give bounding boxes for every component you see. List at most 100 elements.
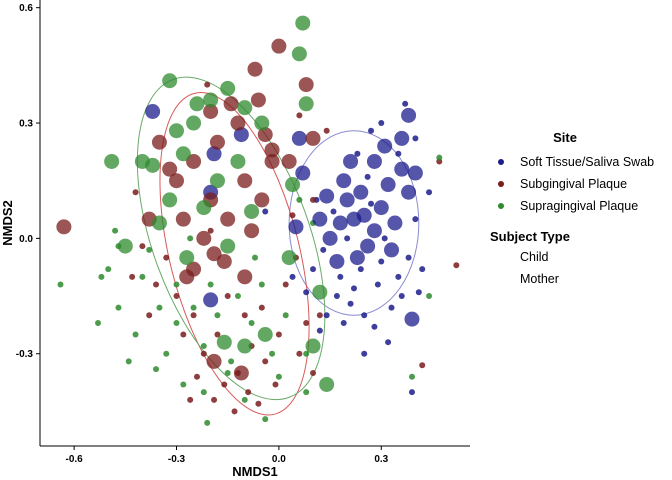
point-supragingival-plaque — [115, 304, 122, 311]
point-subgingival-plaque — [187, 396, 194, 403]
point-supragingival-plaque — [95, 319, 102, 326]
point-soft-tissue-saliva-swab — [310, 266, 317, 273]
point-subgingival-plaque — [316, 312, 323, 319]
point-subgingival-plaque — [275, 331, 282, 338]
point-supragingival-plaque — [252, 254, 258, 261]
point-subgingival-plaque — [305, 130, 321, 146]
point-soft-tissue-saliva-swab — [233, 127, 249, 143]
legend-item-child: Child — [520, 250, 549, 264]
y-tick-label: 0.0 — [19, 234, 33, 245]
point-supragingival-plaque — [104, 153, 120, 169]
point-soft-tissue-saliva-swab — [329, 253, 345, 269]
point-supragingival-plaque — [145, 157, 161, 173]
point-subgingival-plaque — [231, 408, 238, 415]
point-soft-tissue-saliva-swab — [368, 127, 375, 134]
point-soft-tissue-saliva-swab — [349, 250, 365, 266]
point-soft-tissue-saliva-swab — [366, 223, 382, 239]
point-soft-tissue-saliva-swab — [333, 293, 340, 300]
point-supragingival-plaque — [187, 235, 194, 242]
x-tick-label: -0.3 — [168, 454, 186, 465]
point-soft-tissue-saliva-swab — [343, 153, 359, 169]
point-supragingival-plaque — [291, 46, 307, 62]
point-subgingival-plaque — [173, 293, 180, 300]
legend-item-supragingival-plaque: Supragingival Plaque — [490, 195, 670, 217]
point-supragingival-plaque — [146, 246, 153, 253]
point-supragingival-plaque — [179, 250, 195, 266]
point-subgingival-plaque — [419, 362, 426, 369]
point-subgingival-plaque — [169, 173, 185, 189]
point-subgingival-plaque — [151, 134, 167, 150]
y-tick-label: 0.3 — [19, 119, 33, 130]
point-soft-tissue-saliva-swab — [364, 173, 371, 180]
point-supragingival-plaque — [173, 281, 180, 288]
data-points — [56, 15, 460, 426]
point-soft-tissue-saliva-swab — [291, 130, 307, 146]
point-supragingival-plaque — [204, 419, 211, 426]
point-soft-tissue-saliva-swab — [350, 285, 357, 292]
point-supragingival-plaque — [295, 15, 311, 31]
point-soft-tissue-saliva-swab — [395, 273, 402, 280]
point-soft-tissue-saliva-swab — [145, 104, 161, 119]
point-supragingival-plaque — [248, 319, 255, 326]
point-soft-tissue-saliva-swab — [336, 173, 352, 189]
point-soft-tissue-saliva-swab — [407, 165, 423, 181]
point-soft-tissue-saliva-swab — [377, 138, 393, 154]
point-soft-tissue-saliva-swab — [332, 215, 348, 231]
point-supragingival-plaque — [257, 327, 273, 342]
point-soft-tissue-saliva-swab — [353, 184, 369, 200]
point-soft-tissue-saliva-swab — [330, 208, 337, 215]
x-tick-label: 0.3 — [374, 454, 388, 465]
point-subgingival-plaque — [296, 350, 303, 357]
point-supragingival-plaque — [98, 273, 105, 280]
point-subgingival-plaque — [209, 134, 225, 150]
point-supragingival-plaque — [214, 312, 221, 319]
x-tick-label: -0.6 — [66, 454, 84, 465]
point-soft-tissue-saliva-swab — [344, 235, 351, 242]
point-soft-tissue-saliva-swab — [405, 254, 412, 261]
point-supragingival-plaque — [200, 389, 207, 396]
point-soft-tissue-saliva-swab — [312, 211, 328, 227]
point-soft-tissue-saliva-swab — [387, 215, 403, 231]
point-soft-tissue-saliva-swab — [354, 150, 361, 157]
x-axis-title: NMDS1 — [232, 464, 278, 479]
point-soft-tissue-saliva-swab — [366, 153, 382, 169]
point-subgingival-plaque — [296, 112, 303, 119]
point-soft-tissue-saliva-swab — [381, 235, 388, 242]
legend-key — [490, 181, 512, 187]
point-subgingival-plaque — [207, 227, 214, 234]
point-soft-tissue-saliva-swab — [394, 161, 410, 177]
point-soft-tissue-saliva-swab — [371, 323, 378, 330]
point-subgingival-plaque — [310, 196, 317, 203]
point-supragingival-plaque — [105, 266, 112, 273]
legend: Site Soft Tissue/Saliva Swab Subgingival … — [490, 130, 670, 290]
point-soft-tissue-saliva-swab — [402, 100, 409, 107]
point-soft-tissue-saliva-swab — [320, 246, 327, 253]
point-subgingival-plaque — [129, 273, 136, 280]
legend-item-mother: Mother — [520, 272, 559, 286]
point-soft-tissue-saliva-swab — [357, 266, 364, 273]
point-supragingival-plaque — [216, 334, 232, 350]
legend-site-entries: Soft Tissue/Saliva Swab Subgingival Plaqu… — [490, 151, 670, 217]
point-subgingival-plaque — [245, 389, 252, 396]
point-soft-tissue-saliva-swab — [404, 311, 420, 327]
point-soft-tissue-saliva-swab — [323, 312, 330, 319]
point-subgingival-plaque — [244, 223, 260, 239]
point-soft-tissue-saliva-swab — [412, 216, 419, 223]
point-subgingival-plaque — [200, 350, 207, 357]
legend-dot — [498, 203, 504, 209]
point-subgingival-plaque — [310, 369, 317, 376]
point-subgingival-plaque — [206, 353, 222, 369]
point-supragingival-plaque — [241, 396, 248, 403]
point-soft-tissue-saliva-swab — [373, 200, 389, 216]
point-supragingival-plaque — [254, 115, 270, 131]
point-supragingival-plaque — [112, 227, 119, 234]
point-soft-tissue-saliva-swab — [408, 389, 415, 396]
point-soft-tissue-saliva-swab — [394, 130, 410, 146]
point-subgingival-plaque — [146, 312, 153, 319]
point-subgingival-plaque — [237, 173, 253, 189]
point-supragingival-plaque — [190, 304, 197, 311]
point-subgingival-plaque — [237, 269, 253, 285]
point-supragingival-plaque — [175, 146, 191, 162]
legend-key — [490, 203, 512, 209]
